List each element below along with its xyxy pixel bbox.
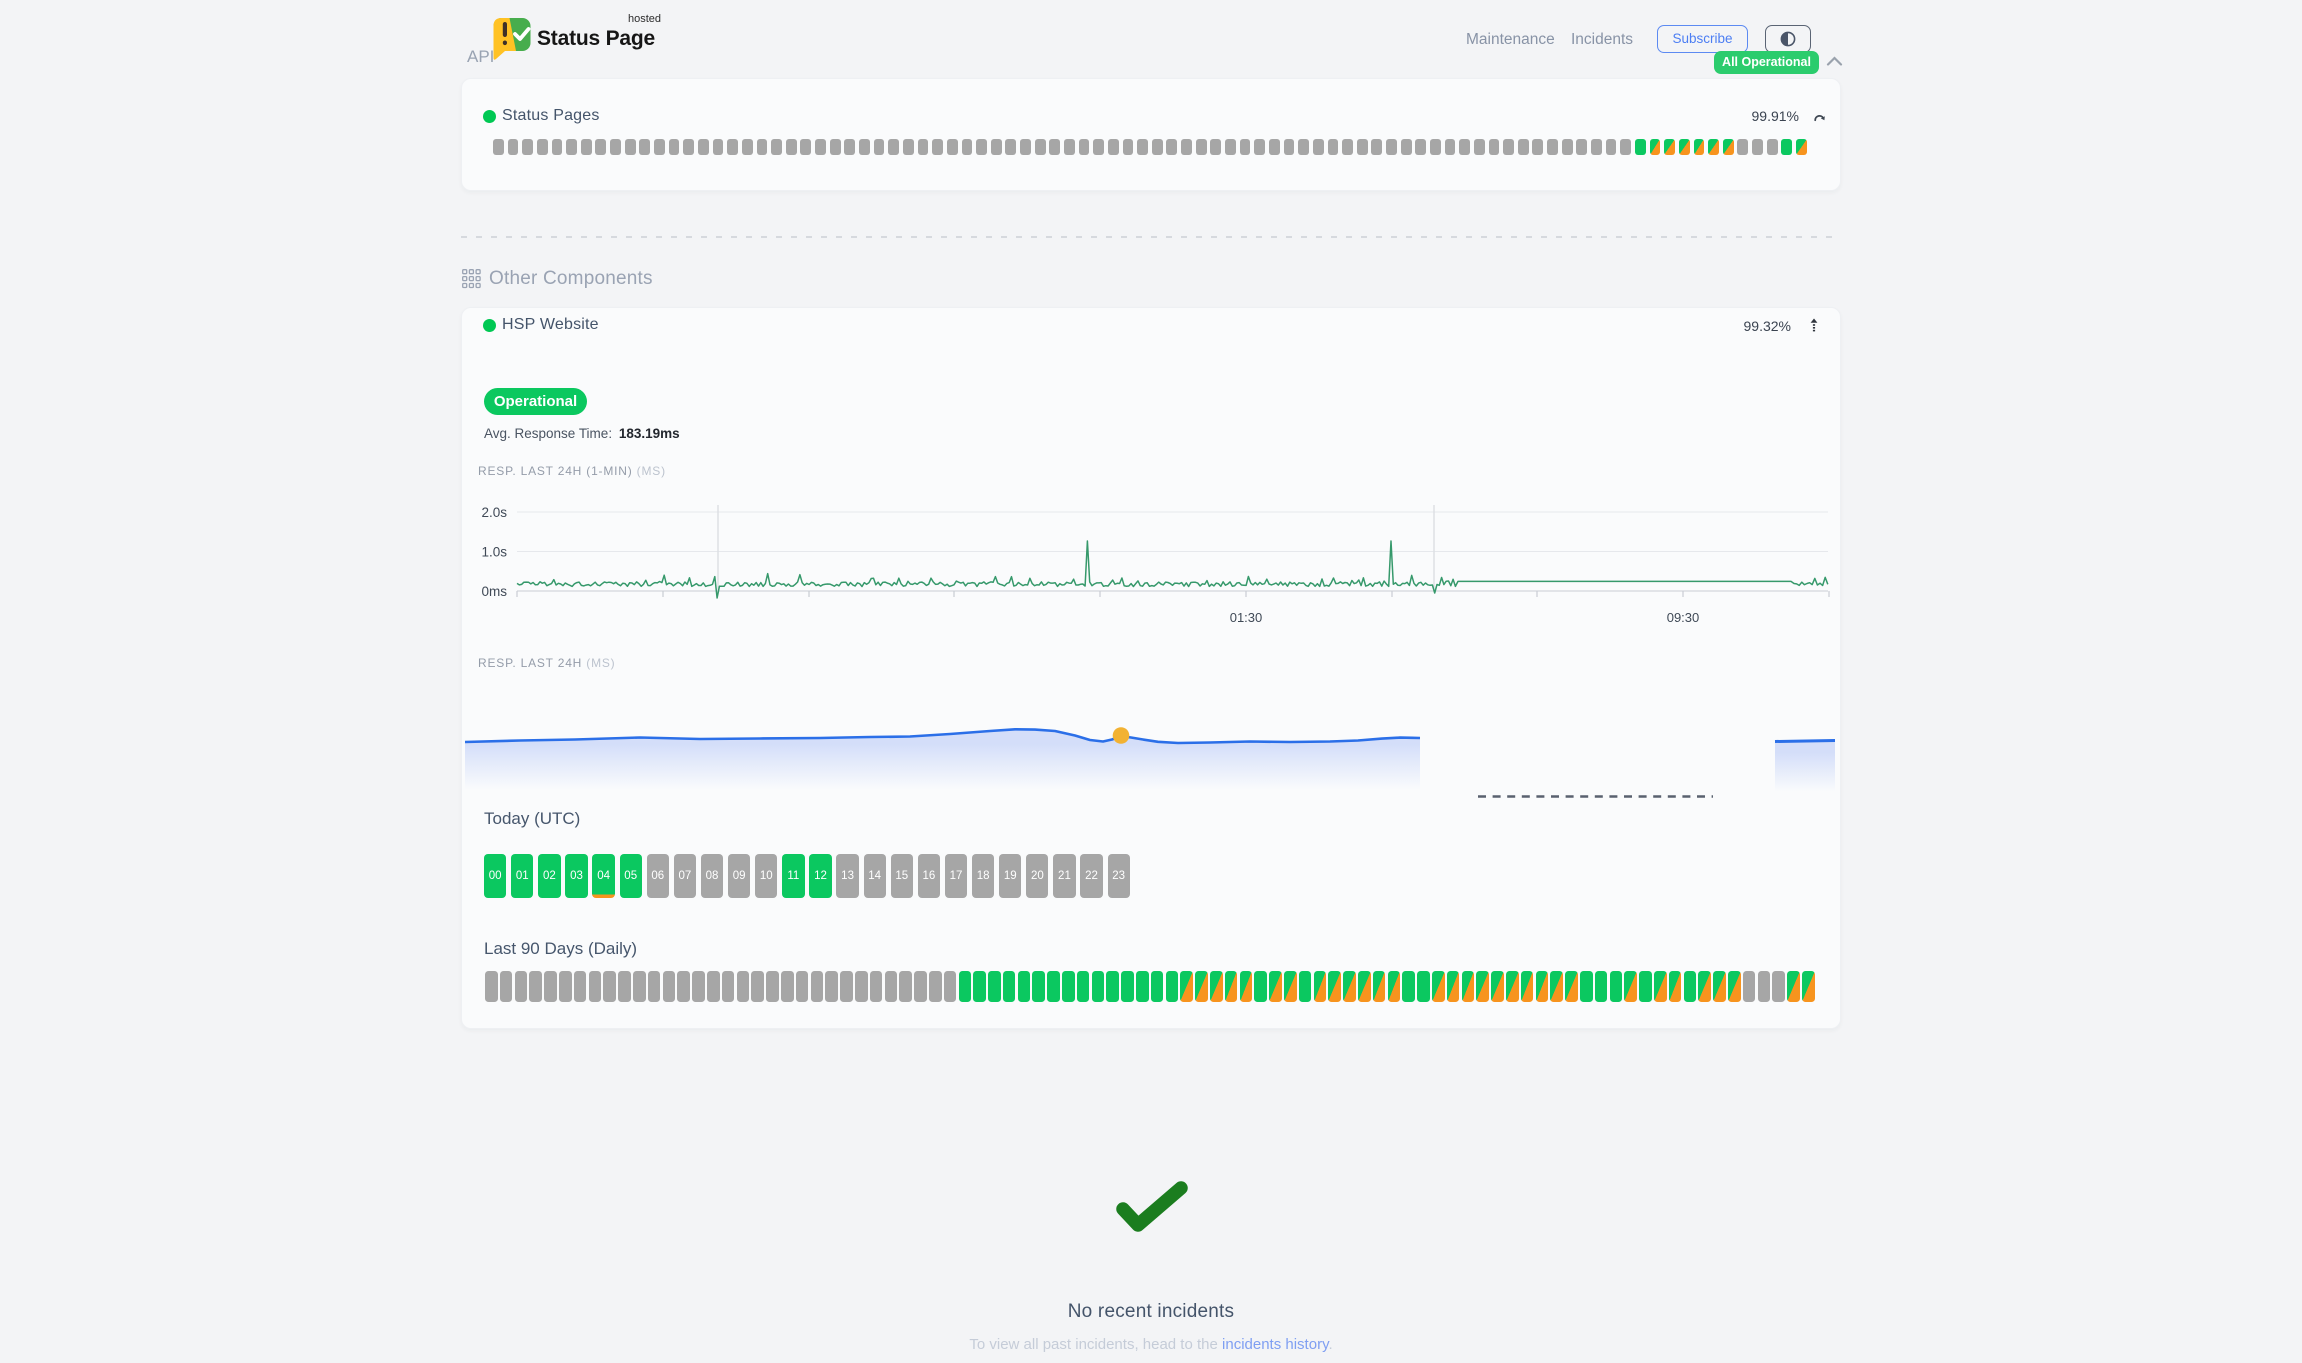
svg-text:1.0s: 1.0s [481, 545, 507, 560]
svg-text:2.0s: 2.0s [481, 505, 507, 520]
svg-text:09:30: 09:30 [1667, 610, 1700, 625]
svg-text:01:30: 01:30 [1230, 610, 1263, 625]
svg-text:0ms: 0ms [481, 584, 507, 599]
